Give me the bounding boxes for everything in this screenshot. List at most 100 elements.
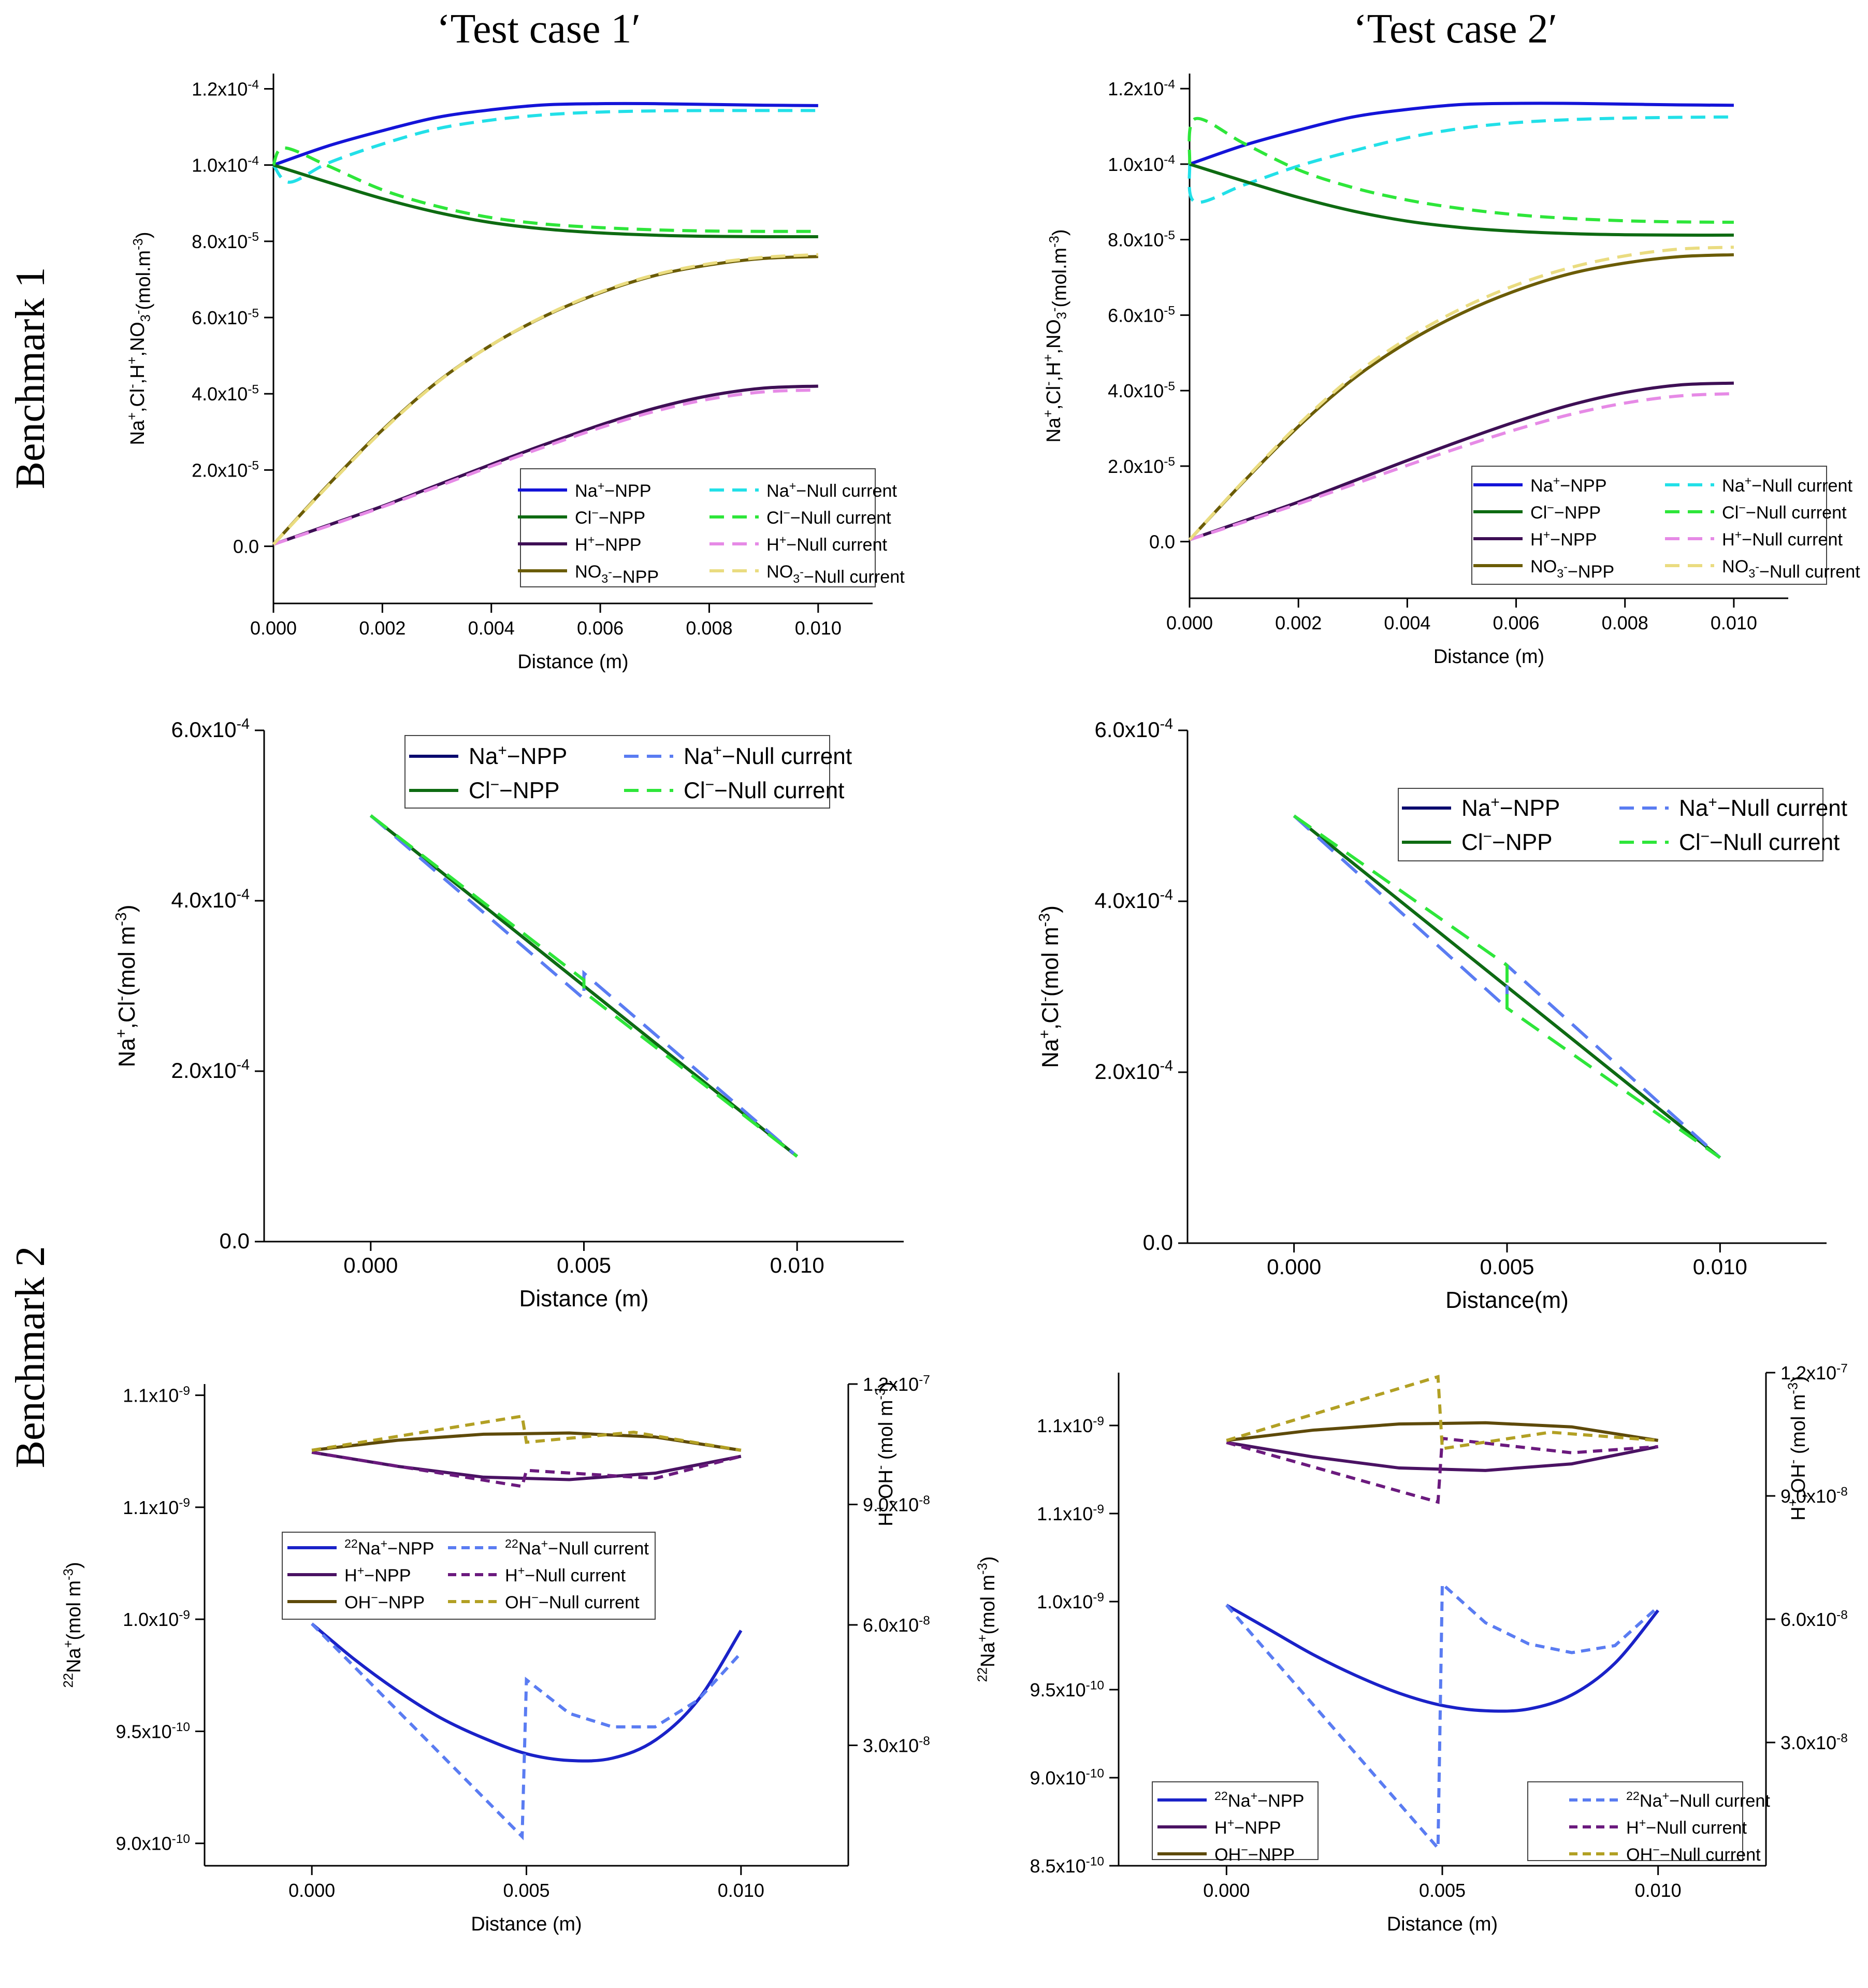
x-tick-label: 0.006 [577,617,624,639]
legend: Na+−NPP Cl−−NPP Na+−Null current Cl−−Null c… [1398,788,1847,861]
legend-label-cl-npp: Cl−−NPP [1461,828,1553,855]
x-tick-label: 0.004 [468,617,515,639]
x-tick-label: 0.010 [1693,1255,1747,1279]
series-no3-null-current [1188,246,1734,541]
y-tick-label: 0.0 [220,1229,250,1253]
legend: Na+−NPP Cl−−NPP H+−NPP NO3-−NPP Na+−Null cur… [518,468,905,587]
y-tick-label: 6.0x10-4 [171,716,250,742]
legend-label-cl-null-current: Cl−−Null current [684,776,844,803]
legend: 22Na+−NPP H+−NPP OH−−NPP 22Na+−Null current… [282,1532,656,1620]
y-tick-label: 2.0x10-5 [1108,455,1175,477]
legend-label-cl-npp: Cl−−NPP [575,506,645,528]
legend-label-oh-null-current: OH−−Null current [1626,1843,1761,1865]
legend-box [520,468,876,587]
legend-label-na-npp: Na+−NPP [1530,474,1607,496]
legend-label-22na-npp: 22Na+−NPP [344,1537,434,1559]
y-tick-label: 1.0x10-9 [123,1608,190,1631]
series-na-null-current [272,109,818,184]
y-axis-label: Na+,Cl-,H+,NO3-(mol.m-3) [1041,229,1071,443]
y2-tick-label: 6.0x10-8 [1780,1608,1848,1630]
legend-label-na-null-current: Na+−Null current [1679,794,1847,821]
chart-b3_case2: 0.000 0.005 0.010 8.5x10-10 9.0x10-10 9.5x10-… [976,1361,1848,1935]
y2-tick-label: 1.2x10-7 [1780,1361,1848,1384]
y-tick-label: 4.0x10-5 [1108,379,1175,401]
y-tick-label: 1.1x10-9 [1037,1502,1104,1524]
legend-label-cl-null-current: Cl−−Null current [766,506,891,528]
legend-label-cl-npp: Cl−−NPP [1530,501,1601,523]
chart-b1_case2: 0.000 0.002 0.004 0.006 0.008 0.010 0.0 2.0x10-… [1041,74,1860,668]
y2-axis-label: H+,OH- (mol m-3) [1786,1376,1809,1521]
series-no3-null-current [272,253,818,545]
chart-b1_case1: 0.000 0.002 0.004 0.006 0.008 0.010 0.0 2.0x10-… [125,74,905,673]
x-tick-label: 0.008 [1602,612,1648,633]
legend-label-h-null-current: H+−Null current [766,533,888,555]
y-tick-label: 1.0x10-4 [192,154,259,176]
x-tick-label: 0.006 [1493,612,1539,633]
y-tick-label: 1.0x10-9 [1037,1590,1104,1612]
column-title-test-case-2: ‘Test case 2′ [1353,6,1557,52]
legend-label-h-null-current: H+−Null current [1626,1816,1747,1838]
y-tick-label: 9.5x10-10 [1030,1678,1104,1701]
x-tick-label: 0.000 [1166,612,1213,633]
series-22na-npp [311,1622,743,1763]
series-h-null-current [311,1450,742,1489]
series-cl-null-current [1293,814,1721,1159]
series-cl-npp [1189,163,1734,237]
legend-box [1398,788,1823,861]
legend-label-oh-null-current: OH−−Null current [505,1591,640,1612]
legend-box [1152,1781,1319,1860]
y-tick-label: 1.2x10-4 [192,78,259,100]
y-tick-label: 6.0x10-4 [1095,716,1174,742]
x-tick-label: 0.010 [795,617,842,639]
legend-label-h-npp: H+−NPP [344,1564,411,1586]
legend: 22Na+−NPP H+−NPP OH−−NPP 22Na+−Null current… [1152,1781,1770,1865]
x-axis-label: Distance (m) [519,1286,649,1312]
x-tick-label: 0.000 [288,1880,335,1901]
x-tick-label: 0.000 [1203,1880,1250,1901]
y-tick-label: 9.0x10-10 [1030,1766,1104,1789]
row-title-benchmark-1: Benchmark 1 [8,267,53,489]
series-oh-null-current [1226,1374,1658,1451]
x-tick-label: 0.000 [1267,1255,1321,1279]
legend-label-na-null-current: Na+−Null current [766,479,897,501]
series-h-null-current [273,388,818,546]
legend-label-22na-npp: 22Na+−NPP [1214,1789,1304,1811]
y-tick-label: 2.0x10-5 [192,459,259,481]
chart-b3_case1: 0.000 0.005 0.010 9.0x10-10 9.5x10-10 1.0x10-… [62,1373,930,1935]
legend-label-na-null-current: Na+−Null current [1722,474,1853,496]
y-tick-label: 8.0x10-5 [1108,228,1175,251]
x-tick-label: 0.004 [1384,612,1430,633]
y2-tick-label: 1.2x10-7 [863,1373,930,1395]
legend-box [404,735,830,809]
y-tick-label: 8.5x10-10 [1030,1854,1104,1877]
y2-tick-label: 9.0x10-8 [863,1493,930,1516]
series-h-null-current [1189,392,1734,541]
series-oh-npp [311,1431,742,1452]
legend-label-h-npp: H+−NPP [575,533,642,555]
y-tick-label: 0.0 [1143,1230,1173,1255]
legend-label-cl-npp: Cl−−NPP [469,776,560,803]
legend-box-2 [1527,1781,1743,1861]
y-tick-label: 0.0 [233,536,259,557]
legend-label-no3-npp: NO3-−NPP [1530,557,1614,582]
x-tick-label: 0.005 [557,1253,611,1277]
row-title-benchmark-2: Benchmark 2 [8,1246,53,1468]
charts-layer: 0.000 0.002 0.004 0.006 0.008 0.010 0.0 2.0x10-… [62,74,1860,1935]
x-tick-label: 0.008 [686,617,732,639]
y-tick-label: 1.1x10-9 [1037,1414,1104,1436]
series-na-null-current [1188,115,1734,204]
legend-label-oh-npp: OH−−NPP [344,1591,425,1612]
legend: Na+−NPP Cl−−NPP H+−NPP NO3-−NPP Na+−Null cur… [1471,466,1860,585]
x-tick-label: 0.010 [770,1253,824,1277]
legend-label-h-null-current: H+−Null current [505,1564,626,1586]
y2-tick-label: 6.0x10-8 [863,1614,930,1636]
y-tick-label: 6.0x10-5 [1108,304,1175,326]
legend-label-no3-null-current: NO3-−Null current [766,562,905,587]
x-tick-label: 0.002 [359,617,406,639]
chart-b2_case1: 0.000 0.005 0.010 0.0 2.0x10-4 4.0x10-4 6.0x10… [112,716,904,1312]
series-na-null-current [1293,814,1721,1159]
series-22na-null-current [1225,1580,1659,1852]
x-tick-label: 0.010 [718,1880,764,1901]
series-22na-null-current [311,1622,743,1840]
